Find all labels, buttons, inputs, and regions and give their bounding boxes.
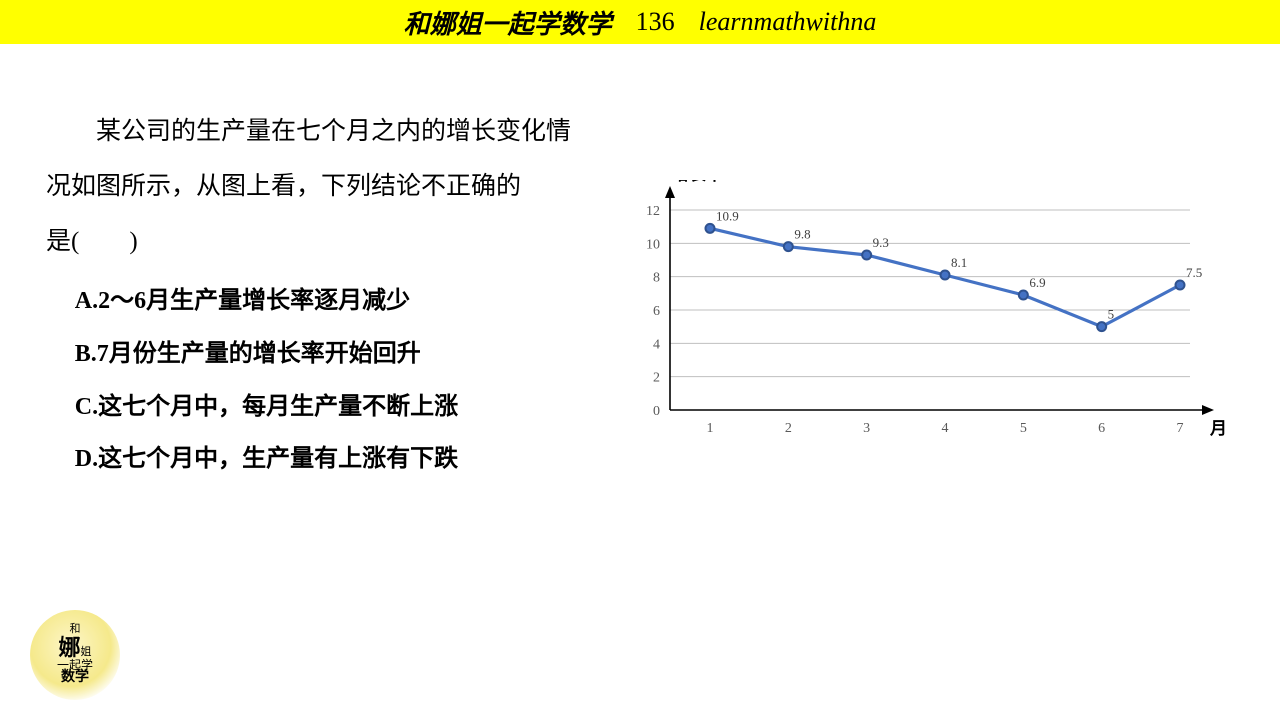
svg-text:9.8: 9.8 xyxy=(794,227,810,242)
option-b: B.7月份生产量的增长率开始回升 xyxy=(46,328,606,381)
svg-text:7.5: 7.5 xyxy=(1186,265,1202,280)
banner-title-en: learnmathwithna xyxy=(699,7,877,37)
banner-title-cn: 和娜姐一起学数学 xyxy=(404,4,612,41)
svg-text:2: 2 xyxy=(785,421,792,436)
svg-text:4: 4 xyxy=(653,337,660,352)
growth-chart: 024681012123456710.99.89.38.16.957.5增长率月 xyxy=(610,180,1260,460)
svg-text:8: 8 xyxy=(653,271,660,286)
svg-text:10: 10 xyxy=(646,237,660,252)
svg-text:3: 3 xyxy=(863,421,870,436)
svg-text:12: 12 xyxy=(646,204,660,219)
svg-text:9.3: 9.3 xyxy=(873,235,889,250)
svg-text:6: 6 xyxy=(653,304,660,319)
svg-text:5: 5 xyxy=(1020,421,1027,436)
option-a: A.2～6月生产量增长率逐月减少 xyxy=(46,275,606,328)
channel-logo: 和 娜姐 一起学 数学 xyxy=(30,610,120,700)
question-line-1: 某公司的生产量在七个月之内的增长变化情 xyxy=(46,104,606,159)
svg-text:月: 月 xyxy=(1209,419,1227,438)
top-banner: 和娜姐一起学数学 136 learnmathwithna xyxy=(0,0,1280,44)
option-d: D.这七个月中，生产量有上涨有下跌 xyxy=(46,433,606,486)
question-block: 某公司的生产量在七个月之内的增长变化情 况如图所示，从图上看，下列结论不正确的 … xyxy=(46,104,606,486)
svg-text:8.1: 8.1 xyxy=(951,255,967,270)
question-line-2: 况如图所示，从图上看，下列结论不正确的 xyxy=(46,159,606,214)
svg-text:4: 4 xyxy=(942,421,949,436)
svg-text:10.9: 10.9 xyxy=(716,208,739,223)
svg-text:5: 5 xyxy=(1108,307,1115,322)
banner-number: 136 xyxy=(636,7,675,37)
option-c: C.这七个月中，每月生产量不断上涨 xyxy=(46,381,606,434)
options-list: A.2～6月生产量增长率逐月减少 B.7月份生产量的增长率开始回升 C.这七个月… xyxy=(46,275,606,486)
svg-text:2: 2 xyxy=(653,371,660,386)
svg-text:6: 6 xyxy=(1098,421,1105,436)
svg-text:7: 7 xyxy=(1177,421,1184,436)
svg-text:增长率: 增长率 xyxy=(672,180,723,184)
logo-line-4: 数学 xyxy=(61,671,89,686)
svg-text:1: 1 xyxy=(707,421,714,436)
logo-line-2: 娜姐 xyxy=(58,636,91,659)
svg-text:6.9: 6.9 xyxy=(1029,275,1045,290)
question-line-3: 是( ) xyxy=(46,214,606,269)
svg-text:0: 0 xyxy=(653,404,660,419)
